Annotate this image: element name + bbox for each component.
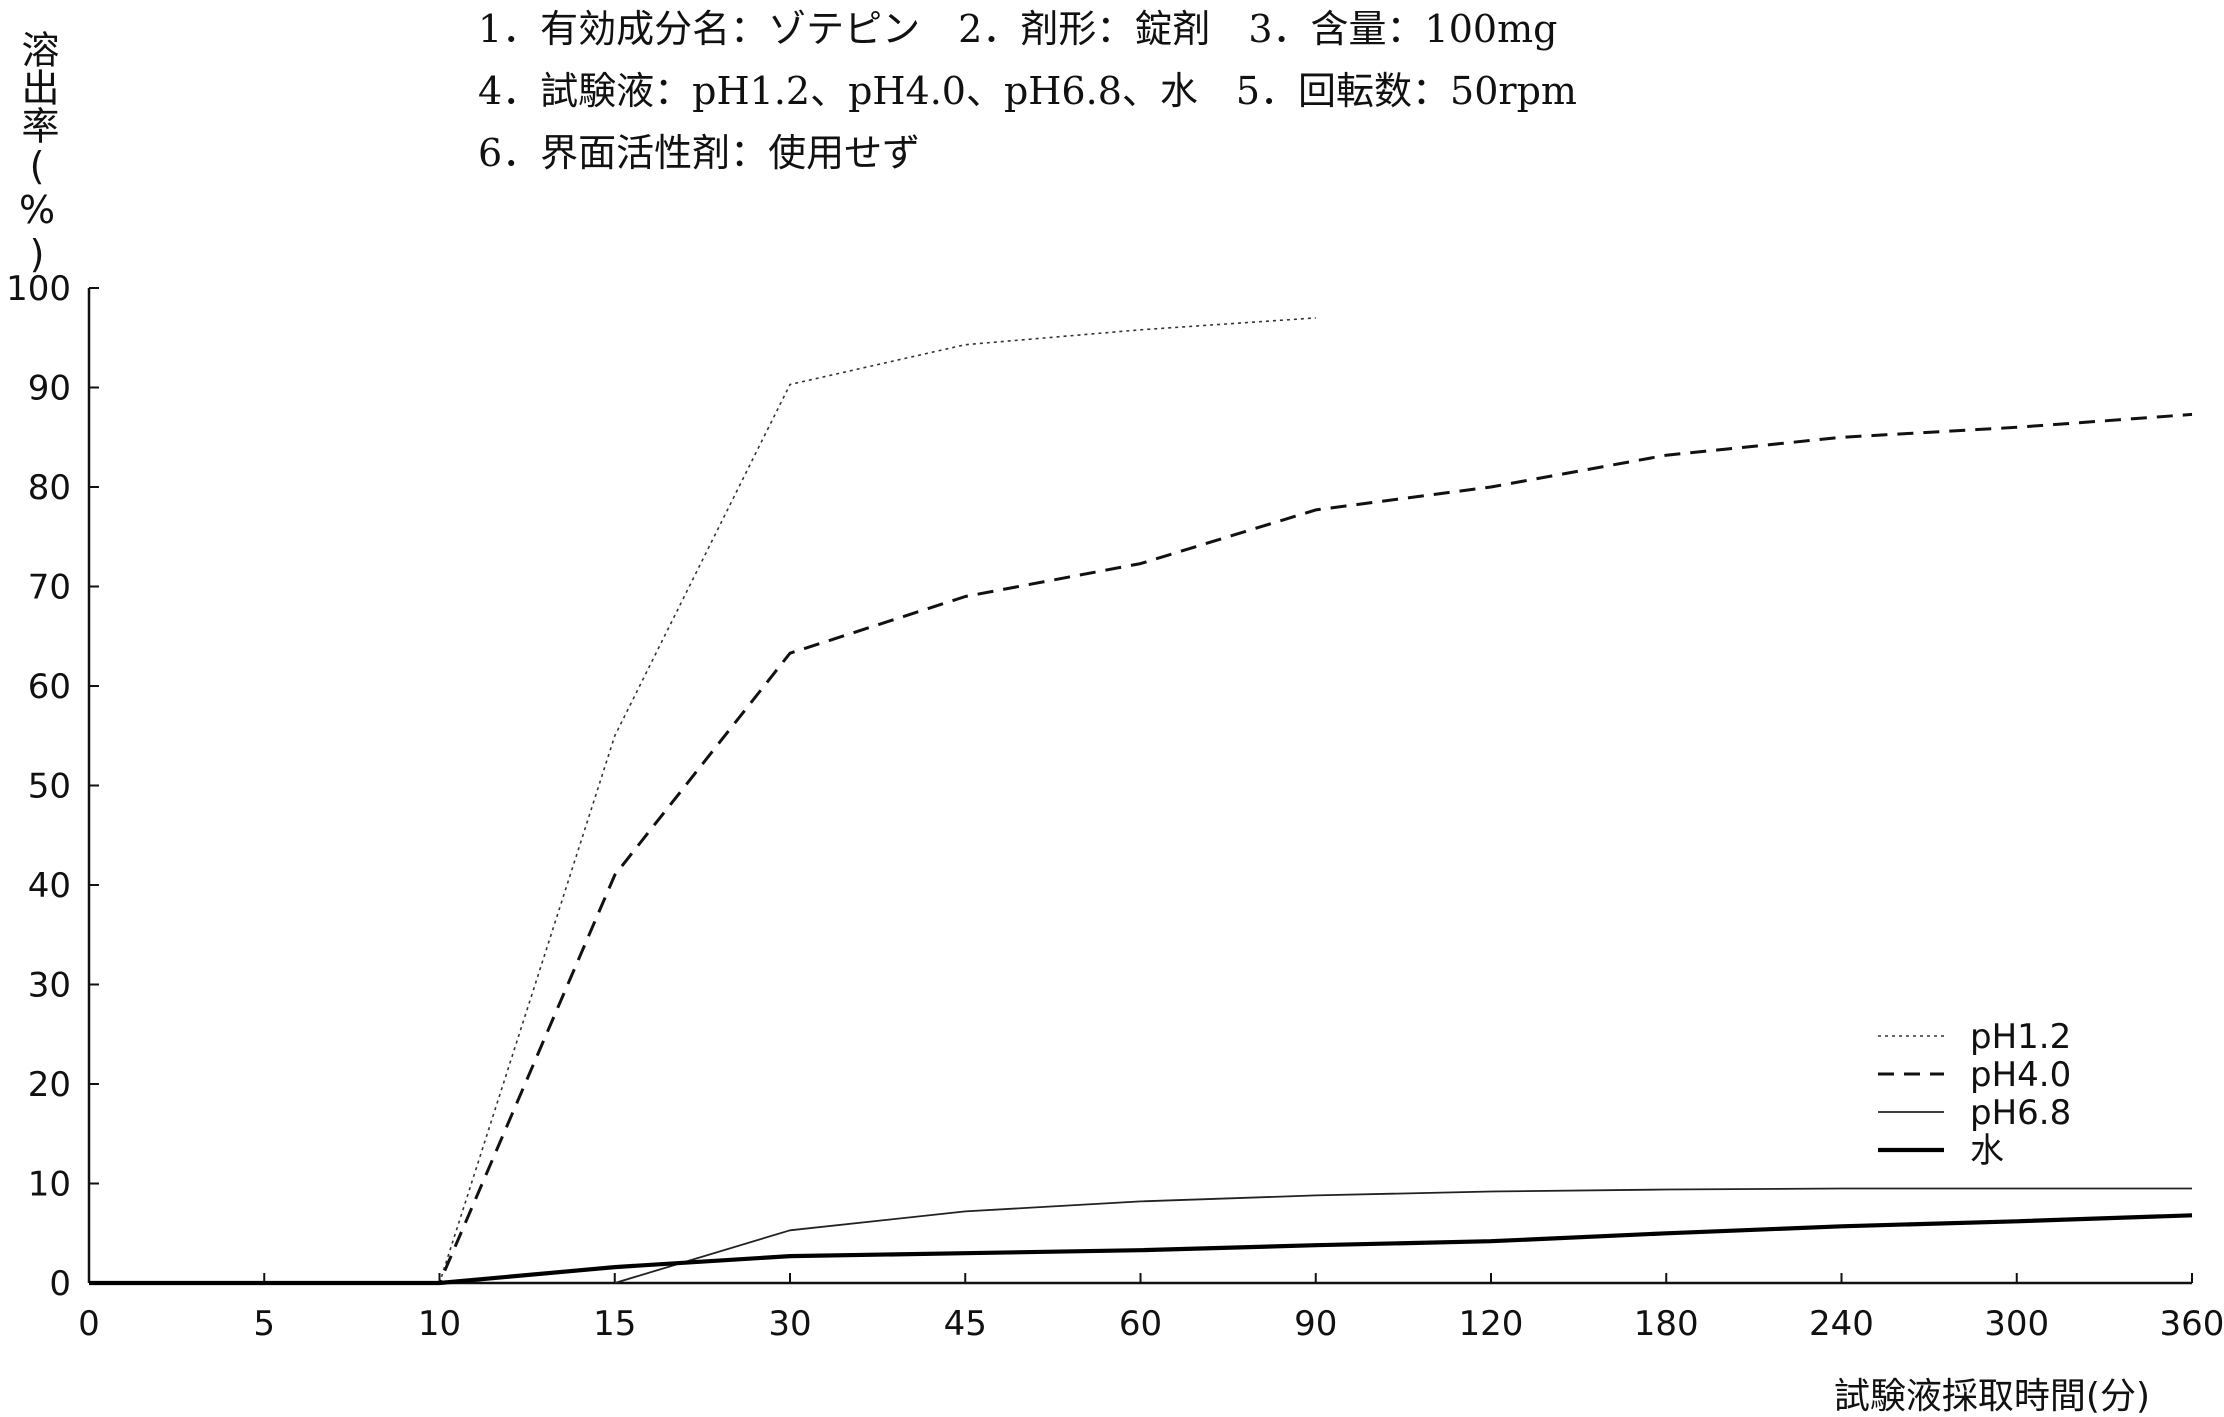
y-tick-label: 50 bbox=[28, 767, 71, 807]
x-tick-label: 0 bbox=[78, 1304, 100, 1344]
x-ticks: 0 5 10 15 30 45 60 90 120 180 240 300 360 bbox=[78, 1273, 2224, 1344]
y-tick-label: 30 bbox=[28, 966, 71, 1006]
x-tick-label: 300 bbox=[1984, 1304, 2049, 1344]
y-tick-label: 100 bbox=[6, 269, 71, 309]
x-axis-label: 試験液採取時間(分) bbox=[1834, 1376, 2150, 1417]
condition-line-1: 1．有効成分名：ゾテピン 2．剤形：錠剤 3．含量：100mg bbox=[478, 7, 1558, 51]
series-line-pH1.2 bbox=[89, 317, 1316, 1284]
y-tick-label: 0 bbox=[49, 1264, 71, 1304]
x-tick-label: 240 bbox=[1809, 1304, 1874, 1344]
x-tick-label: 15 bbox=[593, 1304, 636, 1344]
y-tick-label: 80 bbox=[28, 468, 71, 508]
y-tick-label: 40 bbox=[28, 866, 71, 906]
x-tick-label: 60 bbox=[1119, 1304, 1162, 1344]
x-tick-label: 90 bbox=[1294, 1304, 1337, 1344]
legend-label: pH1.2 bbox=[1970, 1017, 2071, 1057]
condition-line-3: 6．界面活性剤：使用せず bbox=[478, 131, 921, 175]
x-tick-label: 5 bbox=[253, 1304, 275, 1344]
condition-line-2: 4．試験液：pH1.2、pH4.0、pH6.8、水 5．回転数：50rpm bbox=[478, 69, 1577, 113]
x-tick-label: 120 bbox=[1459, 1304, 1524, 1344]
x-tick-label: 360 bbox=[2160, 1304, 2224, 1344]
series-line-pH6.8 bbox=[614, 1187, 2192, 1284]
x-tick-label: 10 bbox=[418, 1304, 461, 1344]
legend-label: pH4.0 bbox=[1970, 1055, 2071, 1095]
y-tick-label: 90 bbox=[28, 369, 71, 409]
series-line-pH4.0 bbox=[89, 412, 2193, 1285]
y-tick-label: 10 bbox=[28, 1165, 71, 1205]
y-tick-label: 70 bbox=[28, 568, 71, 608]
y-tick-label: 20 bbox=[28, 1065, 71, 1105]
legend-label: 水 bbox=[1970, 1131, 2004, 1171]
series-layer bbox=[89, 317, 2193, 1286]
series-line-水 bbox=[89, 1213, 2193, 1286]
y-tick-label: 60 bbox=[28, 667, 71, 707]
y-axis-label: 溶出率(%) bbox=[15, 30, 59, 276]
x-tick-label: 30 bbox=[768, 1304, 811, 1344]
legend-label: pH6.8 bbox=[1970, 1093, 2071, 1133]
y-ticks: 0 10 20 30 40 50 60 70 80 90 100 bbox=[6, 269, 99, 1304]
x-tick-label: 45 bbox=[944, 1304, 987, 1344]
x-tick-label: 180 bbox=[1634, 1304, 1699, 1344]
